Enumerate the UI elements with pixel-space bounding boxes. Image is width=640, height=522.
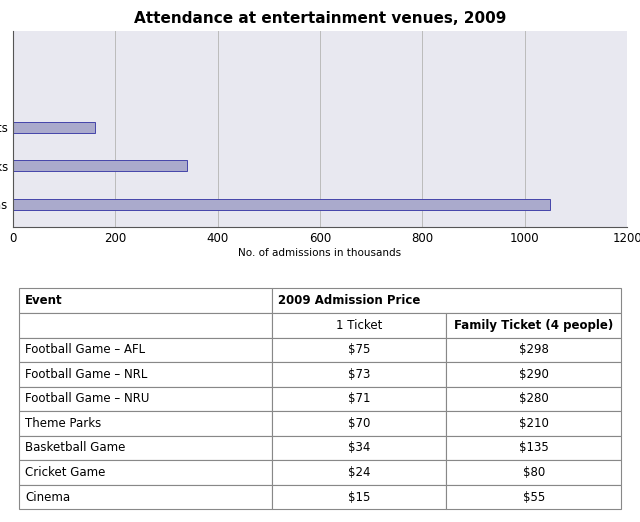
Text: $210: $210 [519,417,548,430]
Bar [447,362,621,387]
Text: $73: $73 [348,368,371,381]
Bar [13,199,550,210]
Text: $71: $71 [348,393,371,406]
Bar [447,387,621,411]
Bar [19,338,272,362]
Bar [447,460,621,485]
Text: Football Game – NRL: Football Game – NRL [25,368,147,381]
Bar [272,485,447,509]
Text: $80: $80 [523,466,545,479]
Text: $298: $298 [519,343,548,357]
Bar [19,289,272,313]
Text: Event: Event [25,294,63,307]
Bar [13,122,95,133]
Bar [272,313,447,338]
Text: Cricket Game: Cricket Game [25,466,106,479]
Text: 2009 Admission Price: 2009 Admission Price [278,294,420,307]
Bar [19,411,272,436]
Text: Basketball Game: Basketball Game [25,442,125,455]
Title: Attendance at entertainment venues, 2009: Attendance at entertainment venues, 2009 [134,11,506,26]
Text: $55: $55 [523,491,545,504]
Bar [447,485,621,509]
Bar [19,362,272,387]
Bar [19,387,272,411]
Bar [19,485,272,509]
Text: Football Game – AFL: Football Game – AFL [25,343,145,357]
Bar [272,338,447,362]
Bar [272,387,447,411]
Text: Cinema: Cinema [25,491,70,504]
Bar [19,436,272,460]
Bar [272,460,447,485]
Bar [272,436,447,460]
Bar [447,411,621,436]
Text: $70: $70 [348,417,371,430]
Text: Family Ticket (4 people): Family Ticket (4 people) [454,319,613,332]
Bar [19,460,272,485]
Text: $24: $24 [348,466,371,479]
Text: $34: $34 [348,442,371,455]
Bar [447,436,621,460]
Text: Theme Parks: Theme Parks [25,417,101,430]
Bar [272,362,447,387]
Text: $290: $290 [519,368,548,381]
Bar [272,289,621,313]
Text: $15: $15 [348,491,371,504]
Text: Football Game – NRU: Football Game – NRU [25,393,150,406]
Bar [447,338,621,362]
Text: 1 Ticket: 1 Ticket [336,319,382,332]
Bar [272,411,447,436]
Bar [447,313,621,338]
Bar [13,160,187,171]
X-axis label: No. of admissions in thousands: No. of admissions in thousands [239,248,401,258]
Text: $75: $75 [348,343,371,357]
Text: $280: $280 [519,393,548,406]
Bar [19,313,272,338]
Text: $135: $135 [519,442,548,455]
